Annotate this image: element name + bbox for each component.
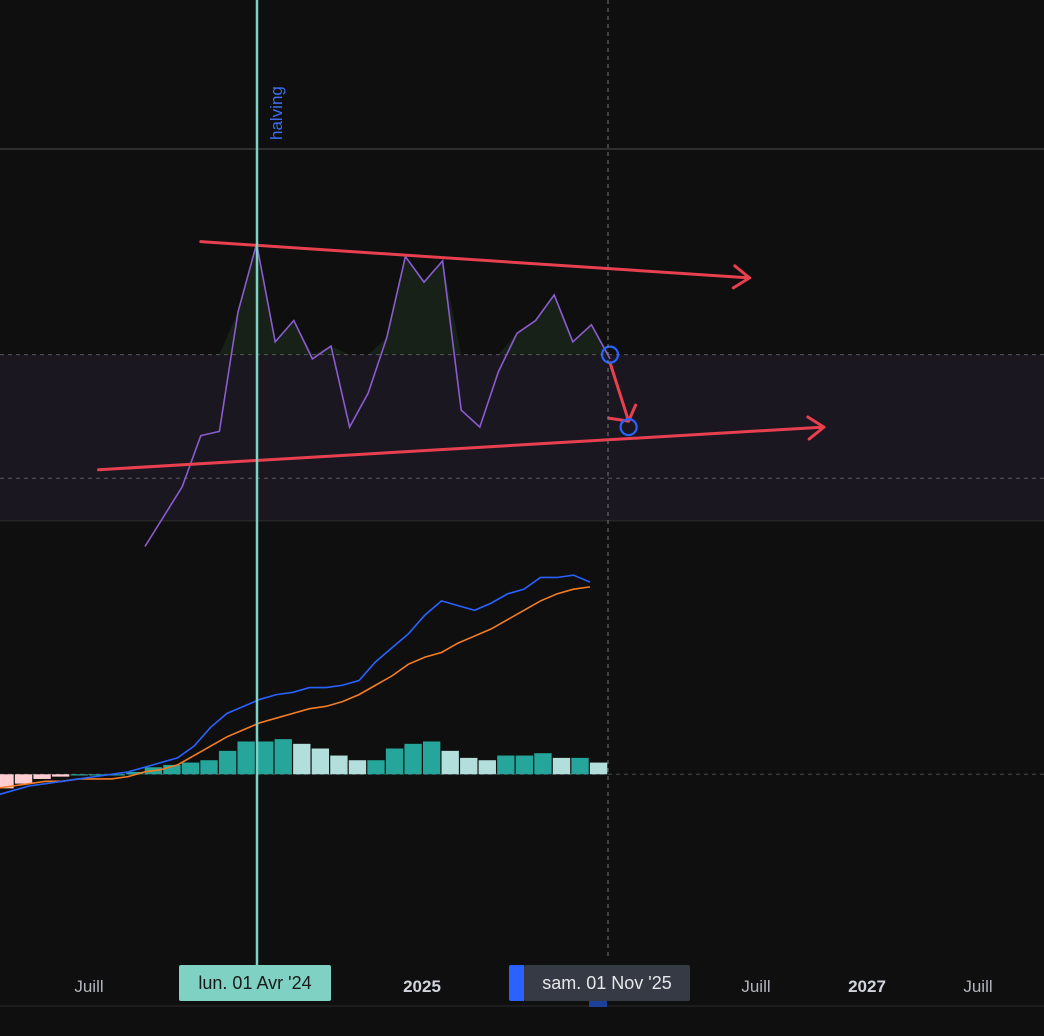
histogram-bar [422, 741, 441, 775]
histogram-bar [515, 755, 534, 775]
cursor-axis-marker [589, 1001, 607, 1007]
macd-line [0, 574, 591, 796]
oscillator-panel [0, 240, 1044, 547]
projection-start-marker [600, 345, 620, 364]
histogram-bar [367, 760, 385, 775]
histogram-bar [218, 750, 237, 775]
x-axis-label: Juill [963, 977, 992, 996]
projection-arrowhead [607, 403, 638, 423]
histogram-bar [441, 750, 459, 775]
oscillator-line [144, 243, 611, 547]
x-axis: Juill 2025 Juill 2027 Juill [74, 977, 992, 996]
trendline-arrowhead-1 [806, 415, 826, 441]
histogram-bar [200, 760, 218, 775]
x-axis-label: 2027 [848, 977, 886, 996]
histogram-bar [70, 774, 88, 776]
histogram-bar [0, 774, 14, 789]
signal-line [0, 586, 591, 789]
x-axis-label: Juill [741, 977, 770, 996]
histogram-bar [311, 748, 330, 775]
histogram-bar [478, 760, 496, 775]
histogram-bar [163, 764, 181, 775]
oscillator-band [0, 354, 1044, 521]
histogram-bar [293, 743, 311, 775]
overlay-layer: halving [255, 0, 609, 965]
x-axis-label: Juill [74, 977, 103, 996]
trendline-arrowhead-2 [731, 264, 751, 290]
histogram-bar [552, 757, 571, 775]
histogram-bar [534, 753, 552, 775]
histogram-bar [51, 774, 70, 777]
histogram-bar [571, 757, 589, 775]
histogram-bar [89, 774, 107, 776]
vertical-line-date-tag: lun. 01 Avr '24 [179, 965, 331, 1001]
histogram-bar [497, 755, 515, 775]
cursor-drag-handle[interactable] [509, 965, 524, 1001]
histogram-bar [330, 755, 348, 775]
histogram-bar [256, 741, 274, 775]
chart-grid [0, 148, 1044, 1007]
histogram-bar [14, 774, 33, 784]
histogram-bar [181, 762, 200, 775]
histogram-bar [589, 762, 608, 775]
histogram-bar [126, 771, 144, 775]
projection-arrow [608, 361, 631, 423]
macd-panel [0, 574, 1044, 796]
x-axis-label: 2025 [403, 977, 441, 996]
cursor-date-tag: sam. 01 Nov '25 [524, 965, 690, 1001]
histogram-bar [107, 774, 125, 776]
histogram-bar [460, 757, 478, 775]
histogram-bar [237, 741, 255, 775]
trendline-1 [97, 425, 826, 472]
trendline-2 [199, 240, 751, 280]
halving-label: halving [267, 86, 286, 140]
projection-end-marker [619, 418, 638, 437]
histogram-bar [274, 739, 292, 775]
histogram-bar [404, 743, 422, 775]
histogram-bar [348, 760, 367, 775]
histogram-bar [33, 774, 51, 779]
overbought-fill [145, 243, 610, 355]
histogram-bar [385, 748, 404, 775]
